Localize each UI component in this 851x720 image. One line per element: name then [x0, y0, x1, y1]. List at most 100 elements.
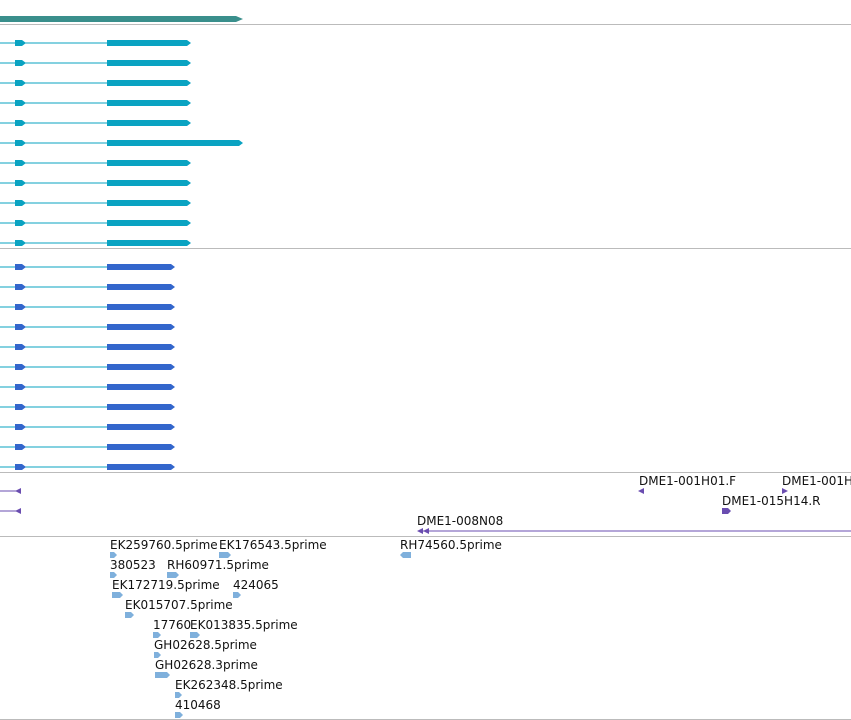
cds-exon-small — [15, 284, 26, 290]
transcript-row[interactable] — [0, 200, 191, 206]
exon-large — [107, 80, 191, 86]
cds-exon-small — [15, 384, 26, 390]
transcript-row[interactable] — [0, 60, 191, 66]
bac-clone-end[interactable] — [423, 528, 429, 534]
est-feature[interactable] — [219, 552, 231, 558]
bac-end-feature[interactable] — [15, 508, 21, 514]
transcript-row[interactable] — [0, 160, 191, 166]
transcript-row[interactable] — [0, 40, 191, 46]
exon-small — [15, 180, 26, 186]
cds-row[interactable] — [0, 364, 175, 370]
gene-feature[interactable] — [0, 16, 243, 22]
exon-small — [15, 160, 26, 166]
feature-label: RH74560.5prime — [400, 538, 502, 552]
est-feature[interactable] — [167, 572, 179, 578]
bac-end-feature[interactable] — [15, 488, 21, 494]
est-feature[interactable] — [155, 672, 170, 678]
est-feature[interactable] — [110, 552, 117, 558]
exon-large — [107, 100, 191, 106]
transcript-row[interactable] — [0, 220, 191, 226]
feature-label: EK015707.5prime — [125, 598, 233, 612]
cds-exon-small — [15, 364, 26, 370]
cds-exon-large — [107, 424, 175, 430]
cds-row[interactable] — [0, 304, 175, 310]
exon-large — [107, 220, 191, 226]
cds-exon-large — [107, 444, 175, 450]
transcript-row[interactable] — [0, 180, 191, 186]
transcript-row[interactable] — [0, 80, 191, 86]
feature-label: DME1-008N08 — [417, 514, 503, 528]
cds-exon-small — [15, 304, 26, 310]
feature-label: GH02628.5prime — [154, 638, 257, 652]
exon-small — [15, 140, 26, 146]
feature-label: 17760 — [153, 618, 191, 632]
exon-large — [107, 240, 191, 246]
exon-large — [107, 40, 191, 46]
est-feature[interactable] — [400, 552, 411, 558]
est-feature[interactable] — [175, 712, 183, 718]
exon-large — [107, 140, 243, 146]
cds-row[interactable] — [0, 444, 175, 450]
est-feature[interactable] — [175, 692, 182, 698]
cds-track — [0, 264, 175, 470]
feature-label: EK172719.5prime — [112, 578, 220, 592]
exon-large — [107, 200, 191, 206]
cds-exon-small — [15, 464, 26, 470]
est-feature[interactable] — [233, 592, 241, 598]
cds-exon-small — [15, 404, 26, 410]
cds-row[interactable] — [0, 344, 175, 350]
cds-exon-large — [107, 404, 175, 410]
est-feature[interactable] — [153, 632, 161, 638]
cds-exon-large — [107, 344, 175, 350]
feature-label: 380523 — [110, 558, 156, 572]
cds-exon-small — [15, 264, 26, 270]
exon-large — [107, 120, 191, 126]
feature-label: 424065 — [233, 578, 279, 592]
exon-small — [15, 60, 26, 66]
bac-end-feature[interactable] — [722, 508, 731, 514]
exon-small — [15, 240, 26, 246]
est-track: EK259760.5prime EK176543.5prime RH74560.… — [110, 538, 502, 718]
cds-row[interactable] — [0, 384, 175, 390]
bac-end-feature[interactable] — [638, 488, 644, 494]
feature-label: RH60971.5prime — [167, 558, 269, 572]
cds-exon-large — [107, 284, 175, 290]
est-feature[interactable] — [125, 612, 134, 618]
est-feature[interactable] — [154, 652, 161, 658]
cds-exon-large — [107, 384, 175, 390]
cds-exon-large — [107, 364, 175, 370]
transcript-row[interactable] — [0, 140, 243, 146]
exon-small — [15, 220, 26, 226]
cds-exon-large — [107, 264, 175, 270]
est-feature[interactable] — [190, 632, 200, 638]
bac-end-track: DME1-001H01.F DME1-001H DME1-015H14.R DM… — [0, 474, 851, 534]
transcript-row[interactable] — [0, 120, 191, 126]
feature-label: EK013835.5prime — [190, 618, 298, 632]
exon-large — [107, 60, 191, 66]
exon-small — [15, 80, 26, 86]
transcript-track — [0, 40, 243, 246]
exon-small — [15, 120, 26, 126]
feature-label: DME1-001H01.F — [639, 474, 736, 488]
cds-row[interactable] — [0, 464, 175, 470]
feature-label: EK176543.5prime — [219, 538, 327, 552]
cds-row[interactable] — [0, 284, 175, 290]
cds-row[interactable] — [0, 264, 175, 270]
feature-label: GH02628.3prime — [155, 658, 258, 672]
est-feature[interactable] — [112, 592, 123, 598]
feature-label: 410468 — [175, 698, 221, 712]
transcript-row[interactable] — [0, 240, 191, 246]
feature-label: DME1-015H14.R — [722, 494, 821, 508]
exon-small — [15, 200, 26, 206]
cds-row[interactable] — [0, 424, 175, 430]
cds-row[interactable] — [0, 324, 175, 330]
transcript-row[interactable] — [0, 100, 191, 106]
cds-exon-small — [15, 344, 26, 350]
cds-exon-large — [107, 464, 175, 470]
est-feature[interactable] — [110, 572, 117, 578]
cds-exon-small — [15, 444, 26, 450]
cds-row[interactable] — [0, 404, 175, 410]
bac-clone-end[interactable] — [417, 528, 423, 534]
bac-end-feature[interactable] — [782, 488, 788, 494]
